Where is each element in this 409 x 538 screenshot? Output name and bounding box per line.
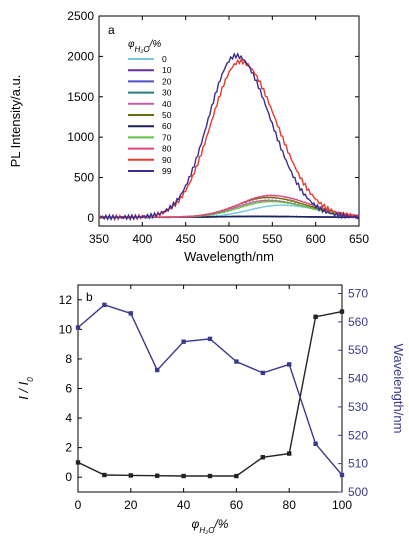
data-point-left [102, 472, 107, 478]
y-left-tick-label: 12 [59, 293, 73, 307]
data-point-right [155, 367, 160, 373]
y-left-tick-label: 0 [65, 470, 72, 484]
x-tick-label: 650 [349, 232, 369, 246]
data-point-right [75, 325, 81, 330]
y-right-tick-label: 530 [348, 400, 368, 414]
y-right-tick-label: 560 [348, 315, 368, 329]
y-right-axis-label: Wavelength/nm [391, 344, 406, 434]
data-point-right [234, 359, 239, 364]
y-right-tick-label: 570 [348, 287, 368, 301]
y-right-tick-label: 520 [348, 428, 368, 442]
data-point-left [287, 451, 292, 456]
data-point-right [181, 339, 186, 344]
x-tick-label: 400 [132, 232, 152, 246]
y-axis-label: PL Intensity/a.u. [8, 75, 23, 168]
x-tick-label: 0 [75, 498, 82, 512]
series-line-left [77, 310, 343, 477]
panel-label: a [108, 23, 115, 37]
panel-a-pl-spectra: 350 400 450 500 550 600 6500500100015002000250… [8, 9, 369, 264]
x-tick-label: 80 [283, 498, 297, 512]
y-left-tick-label: 10 [59, 322, 73, 336]
data-point-right [287, 362, 292, 367]
data-point-right [128, 311, 133, 316]
legend-label-70: 70 [162, 132, 172, 142]
data-point-right [207, 336, 213, 342]
legend-label-99: 99 [162, 166, 172, 176]
legend-label-0: 0 [162, 54, 167, 64]
legend-label-90: 90 [162, 155, 172, 165]
data-point-left [75, 460, 81, 465]
y-right-tick-label: 540 [348, 372, 368, 386]
data-point-right [339, 472, 345, 478]
y-right-tick-label: 550 [348, 343, 368, 357]
panel-b-intensity-wavelength: 0 20 40 60 80 100 0 2 4 6 8 10 12 500 510 520 530 540 550 5… [16, 284, 406, 535]
x-axis-label: φH₂O/% [192, 517, 229, 535]
y-right-tick-label: 510 [348, 457, 368, 471]
legend-label-30: 30 [162, 88, 172, 98]
x-tick-label: 500 [219, 232, 239, 246]
data-point-right [313, 441, 318, 446]
series-line-right [77, 304, 343, 476]
series-line-90 [98, 57, 360, 222]
x-tick-label: 550 [262, 232, 282, 246]
data-point-left [260, 455, 265, 460]
y-tick-label: 1000 [67, 130, 94, 144]
data-point-left [155, 473, 160, 478]
y-right-tick-label: 500 [348, 485, 368, 499]
y-tick-label: 500 [74, 171, 94, 185]
panel-label: b [86, 290, 93, 304]
data-point-left [313, 314, 318, 319]
data-point-left [181, 473, 186, 479]
y-tick-label: 0 [87, 211, 94, 225]
data-point-right [260, 370, 265, 376]
x-tick-label: 350 [89, 232, 109, 246]
data-point-left [339, 309, 345, 314]
y-left-tick-label: 6 [65, 382, 72, 396]
y-left-tick-label: 8 [65, 352, 72, 366]
legend-label-60: 60 [162, 121, 172, 131]
x-tick-label: 40 [177, 498, 191, 512]
y-tick-label: 2500 [67, 9, 94, 23]
data-point-left [234, 473, 239, 479]
x-axis-label: Wavelength/nm [184, 249, 274, 264]
legend-label-80: 80 [162, 144, 172, 154]
legend-label-10: 10 [162, 65, 172, 75]
data-point-left [207, 473, 213, 479]
y-left-tick-label: 4 [65, 411, 72, 425]
x-tick-label: 20 [124, 498, 138, 512]
x-tick-label: 450 [176, 232, 196, 246]
series-line-99 [98, 52, 360, 222]
y-left-tick-label: 2 [65, 441, 72, 455]
x-tick-label: 600 [306, 232, 326, 246]
x-tick-label: 100 [332, 498, 352, 512]
data-point-right [102, 302, 107, 308]
x-tick-label: 60 [230, 498, 244, 512]
y-tick-label: 2000 [67, 49, 94, 63]
legend-label-20: 20 [162, 76, 172, 86]
legend-title: φH₂O/% [128, 39, 161, 54]
y-tick-label: 1500 [67, 90, 94, 104]
legend-label-50: 50 [162, 110, 172, 120]
y-left-axis-label: I / I0 [16, 377, 35, 400]
legend-label-40: 40 [162, 99, 172, 109]
data-point-left [128, 473, 133, 478]
